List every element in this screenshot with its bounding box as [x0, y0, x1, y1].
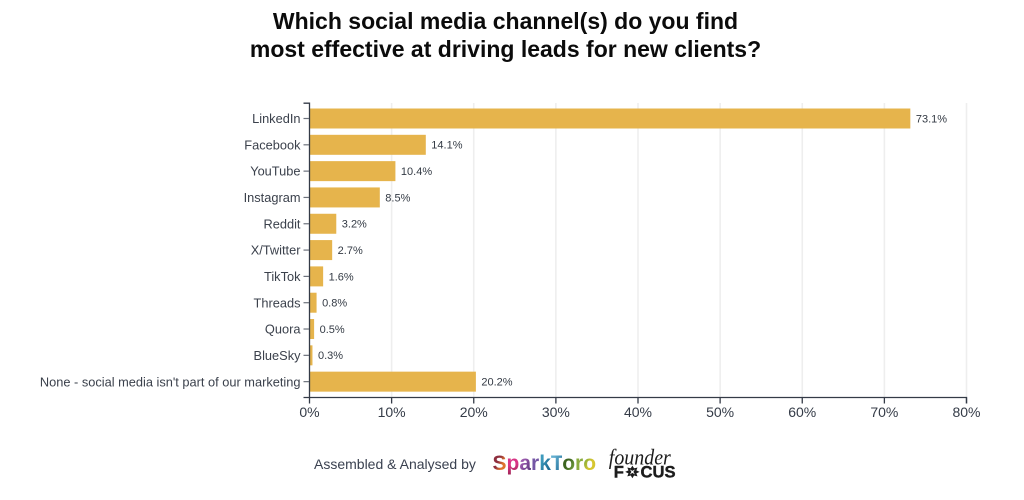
svg-text:YouTube: YouTube	[250, 164, 300, 179]
svg-text:Instagram: Instagram	[244, 190, 301, 205]
svg-text:Threads: Threads	[254, 295, 301, 310]
svg-text:0%: 0%	[299, 404, 319, 420]
svg-text:20%: 20%	[460, 404, 488, 420]
svg-text:0.3%: 0.3%	[318, 350, 343, 362]
svg-text:LinkedIn: LinkedIn	[252, 111, 300, 126]
svg-text:Quora: Quora	[265, 322, 301, 337]
svg-text:60%: 60%	[788, 404, 816, 420]
svg-text:70%: 70%	[870, 404, 898, 420]
svg-text:X/Twitter: X/Twitter	[251, 243, 302, 258]
svg-text:30%: 30%	[542, 404, 570, 420]
svg-text:50%: 50%	[706, 404, 734, 420]
svg-text:80%: 80%	[952, 404, 980, 420]
svg-text:1.6%: 1.6%	[329, 271, 354, 283]
svg-text:None - social media isn't part: None - social media isn't part of our ma…	[40, 374, 301, 389]
svg-text:Facebook: Facebook	[244, 137, 301, 152]
svg-text:10.4%: 10.4%	[401, 166, 432, 178]
svg-text:3.2%: 3.2%	[342, 219, 367, 231]
svg-text:0.8%: 0.8%	[322, 298, 347, 310]
svg-text:73.1%: 73.1%	[916, 113, 947, 125]
svg-text:14.1%: 14.1%	[431, 140, 462, 152]
svg-text:40%: 40%	[624, 404, 652, 420]
svg-text:0.5%: 0.5%	[320, 324, 345, 336]
svg-text:10%: 10%	[378, 404, 406, 420]
svg-text:8.5%: 8.5%	[385, 192, 410, 204]
svg-text:F: F	[614, 463, 624, 482]
svg-text:CUS: CUS	[641, 463, 676, 482]
svg-text:20.2%: 20.2%	[481, 377, 512, 389]
svg-text:TikTok: TikTok	[264, 269, 301, 284]
svg-text:BlueSky: BlueSky	[254, 348, 302, 363]
svg-text:founder: founder	[609, 444, 671, 469]
svg-text:2.7%: 2.7%	[338, 245, 363, 257]
svg-text:Reddit: Reddit	[264, 216, 301, 231]
